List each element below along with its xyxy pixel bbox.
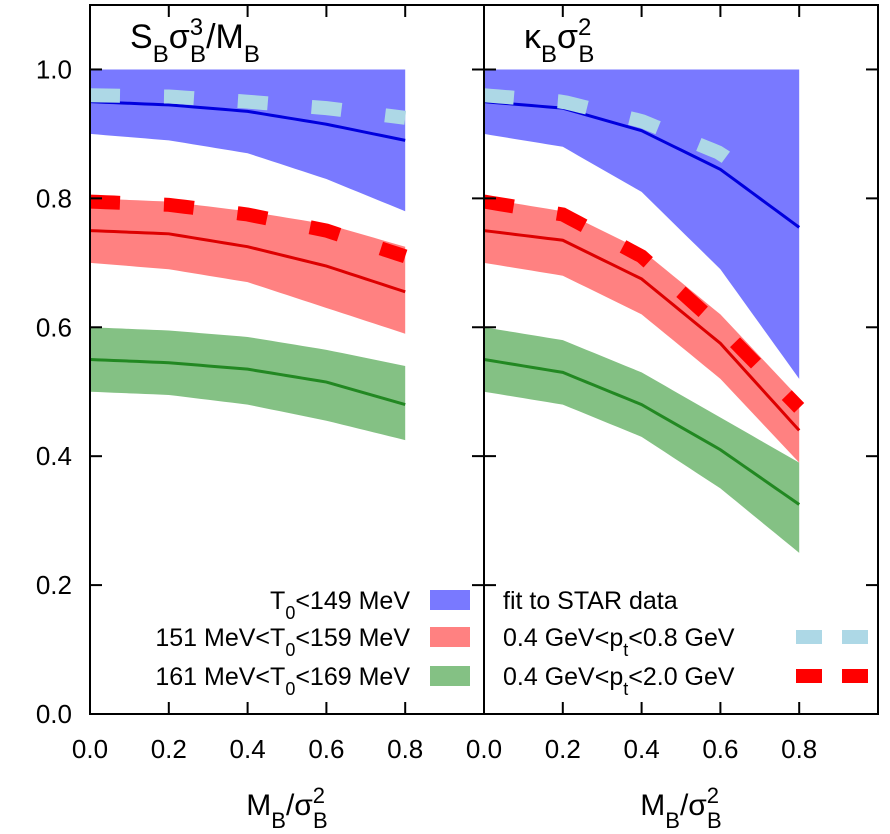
legend-label-left-1: 151 MeV<T0<159 MeV [155,624,410,660]
x-tick-label-1-3: 0.6 [702,734,738,764]
curve-0-2 [90,358,406,407]
x-tick-label-0-3: 0.6 [308,734,344,764]
legend-label-right-1: 0.4 GeV<pt<0.8 GeV [503,624,735,660]
curve-0-1 [90,229,406,294]
curve-0-0 [90,100,406,142]
band-1-2 [484,327,800,553]
band-0-2 [90,327,406,441]
y-tick-label-3: 0.6 [36,312,72,342]
curve-1-0 [484,100,801,229]
x-tick-label-0-0: 0.0 [72,734,108,764]
lines-layer [90,88,805,506]
fit-curve-1-1 [484,194,805,413]
x-tick-label-1-4: 0.8 [781,734,817,764]
panel-1-title: κBσ2 B [524,14,594,68]
panel-0-bands [90,69,406,441]
panel-0-curves [90,88,408,407]
fit-curve-1-0 [484,88,764,188]
legend-label-left-2: 161 MeV<T0<169 MeV [155,663,410,699]
x-tick-label-0-2: 0.4 [230,734,266,764]
x-tick-label-0-1: 0.2 [151,734,187,764]
legend-swatch-left-2 [430,666,470,686]
y-tick-label-0: 0.0 [36,699,72,729]
y-tick-label-1: 0.2 [36,570,72,600]
frame-layer [89,4,879,715]
y-tick-label-2: 0.4 [36,441,72,471]
legend-swatch-left-0 [430,590,470,610]
band-0-0 [90,69,406,212]
legend-label-right-2: 0.4 GeV<pt<2.0 GeV [503,663,735,699]
curve-1-2 [484,358,801,506]
fit-curve-0-1 [90,194,408,264]
curve-1-1 [484,229,801,432]
legend-label-right-0: fit to STAR data [503,587,678,615]
x-axis-title-1: MB/σ2 B [640,783,721,833]
text-layer: SBσ3 B/MB 0.0 0.2 0.4 0.6 0.8 MB/σ2 B κBσ2 B 0.0 0.2… [36,14,817,833]
x-tick-label-1-1: 0.2 [545,734,581,764]
legend-swatch-left-1 [430,627,470,647]
x-tick-label-0-4: 0.8 [387,734,423,764]
x-axis-title-0: MB/σ2 B [246,783,327,833]
fit-curve-0-0 [90,88,407,125]
x-tick-label-1-0: 0.0 [466,734,502,764]
panel-1-curves [484,88,805,506]
panel-0-title: SBσ3 B/MB [130,14,260,68]
y-tick-label-5: 1.0 [36,54,72,84]
legend-label-left-0: T0<149 MeV [270,587,410,623]
x-tick-label-1-2: 0.4 [624,734,660,764]
panel-1-bands [484,69,800,553]
y-tick-label-4: 0.8 [36,183,72,213]
band-1-1 [484,198,800,463]
